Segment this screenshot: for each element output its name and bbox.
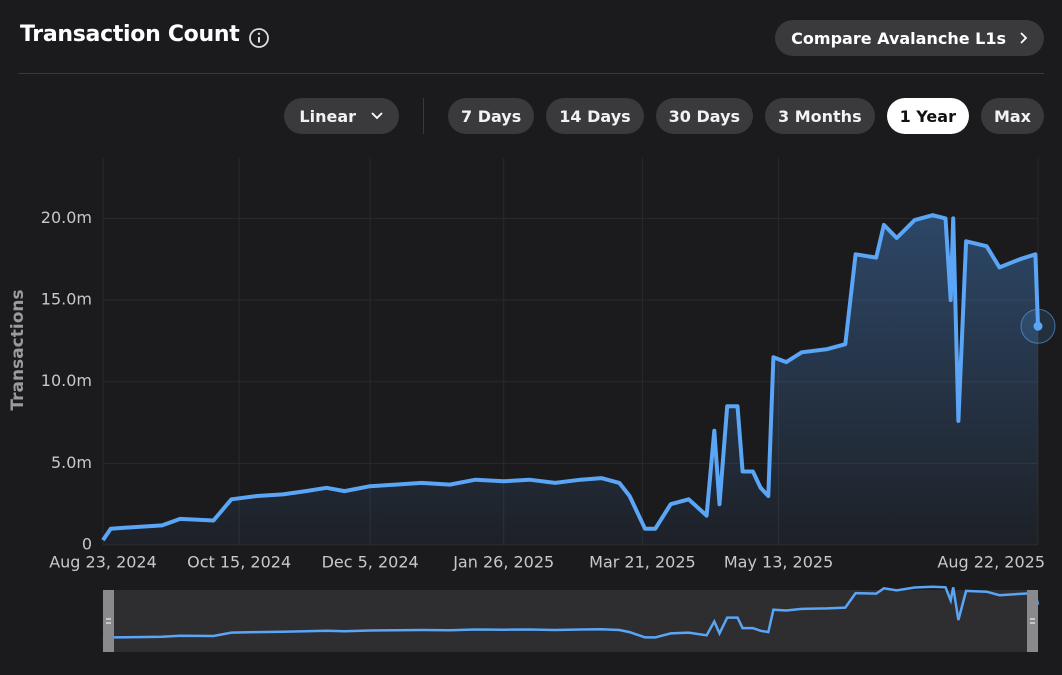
chart-title: Transaction Count — [20, 22, 240, 47]
y-axis-label: Transactions — [8, 289, 28, 410]
compare-button[interactable]: Compare Avalanche L1s — [775, 20, 1044, 56]
navigator-line — [102, 585, 1040, 641]
navigator-handle[interactable] — [1027, 590, 1038, 652]
area — [103, 215, 1038, 545]
navigator-handle[interactable] — [103, 590, 114, 652]
range-button[interactable]: Max — [980, 98, 1044, 134]
range-button[interactable]: 1 Year — [886, 98, 969, 134]
chart: Transactions 0 5.0m 10.0m 15.0m 20.0m Aug 23,… — [8, 158, 1056, 652]
range-button[interactable]: 14 Days — [546, 98, 644, 134]
hover-point — [1033, 321, 1043, 331]
chevron — [1020, 32, 1028, 44]
range-button[interactable]: 3 Months — [765, 98, 875, 134]
y-tick-label: 0 — [82, 535, 92, 554]
navigator-bg — [103, 590, 1038, 652]
divider — [423, 98, 425, 134]
range-button[interactable]: 7 Days — [448, 98, 535, 134]
chevron — [371, 112, 383, 120]
compare-label: Compare Avalanche L1s — [791, 28, 1006, 48]
range-button[interactable]: 30 Days — [655, 98, 754, 134]
line — [101, 213, 1040, 542]
x-tick-label: Aug 22, 2025 — [937, 553, 1045, 572]
scale-dropdown[interactable]: Linear — [284, 98, 400, 134]
y-tick-label: 10.0m — [41, 371, 92, 390]
y-tick-label: 15.0m — [41, 290, 92, 309]
x-tick-label: Dec 5, 2024 — [322, 553, 419, 572]
x-tick-label: Oct 15, 2024 — [187, 553, 291, 572]
toolbar: Linear 7 Days 14 Days 30 Days 3 Months 1 Yea… — [284, 98, 1044, 134]
separator — [18, 73, 1044, 74]
y-tick-label: 5.0m — [51, 453, 92, 472]
y-tick-label: 20.0m — [41, 208, 92, 227]
scale-label: Linear — [299, 106, 357, 126]
x-tick-label: Aug 23, 2024 — [49, 553, 157, 572]
x-tick-label: Jan 26, 2025 — [452, 553, 554, 572]
x-tick-label: Mar 21, 2025 — [589, 553, 696, 572]
x-tick-label: May 13, 2025 — [724, 553, 833, 572]
info-icon[interactable] — [248, 27, 270, 49]
